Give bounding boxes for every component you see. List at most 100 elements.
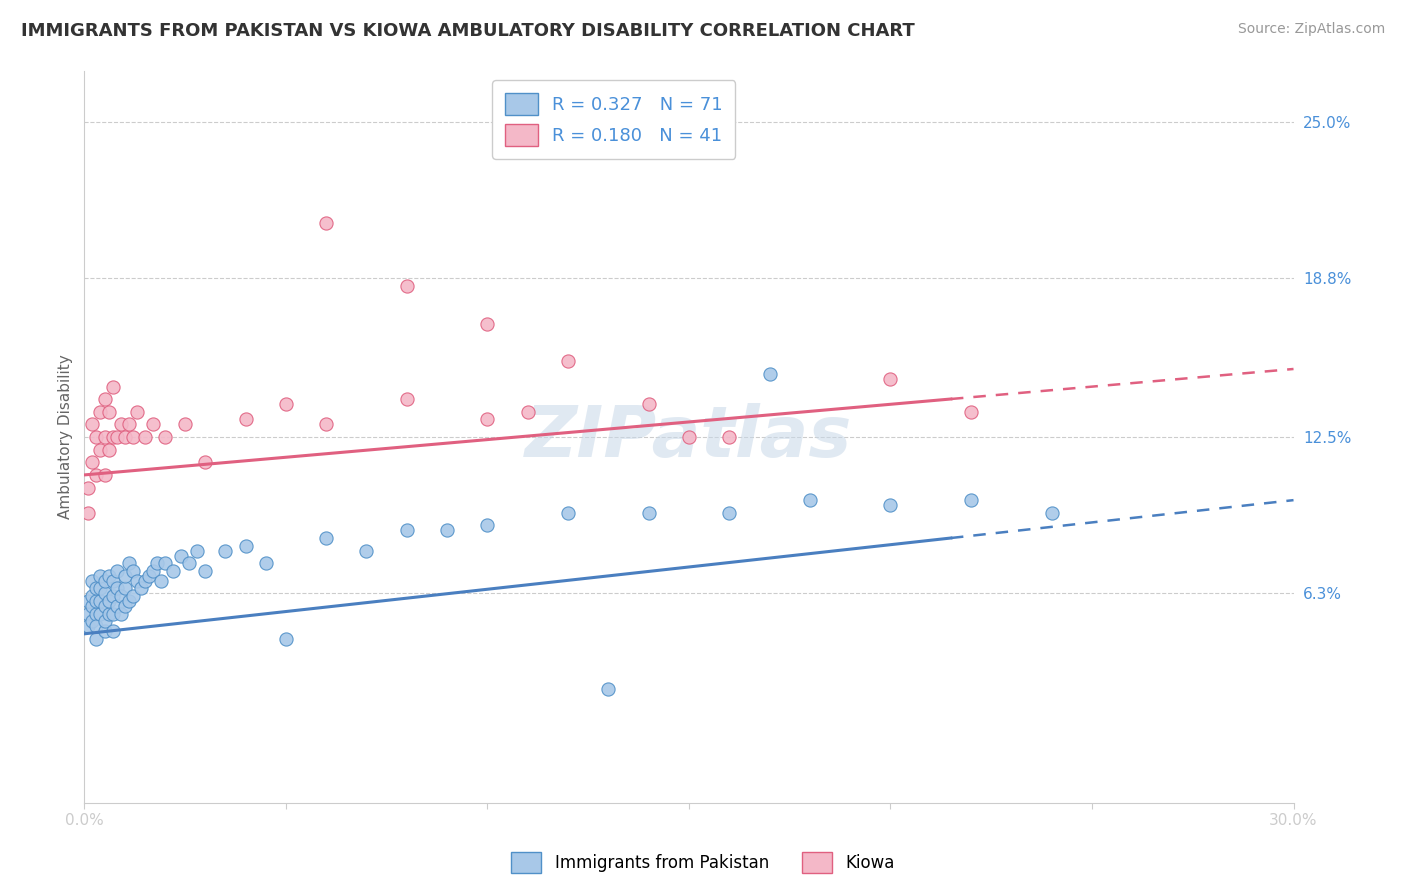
Point — [93, 574, 115, 588]
Point — [194, 564, 217, 578]
Point — [174, 417, 197, 432]
Point — [114, 582, 136, 596]
Point — [86, 632, 108, 646]
Point — [86, 582, 108, 596]
Point — [114, 430, 136, 444]
Point — [149, 574, 172, 588]
Point — [477, 412, 499, 426]
Point — [214, 543, 236, 558]
Point — [101, 379, 124, 393]
Point — [125, 574, 148, 588]
Point — [110, 589, 132, 603]
Point — [97, 442, 120, 457]
Point — [82, 614, 104, 628]
Point — [86, 594, 108, 608]
Point — [153, 556, 176, 570]
Point — [105, 430, 128, 444]
Point — [477, 317, 499, 331]
Point — [315, 531, 337, 545]
Point — [879, 498, 901, 512]
Point — [118, 417, 141, 432]
Point — [138, 569, 160, 583]
Point — [274, 397, 297, 411]
Point — [1040, 506, 1063, 520]
Point — [678, 430, 700, 444]
Point — [101, 624, 124, 639]
Point — [637, 506, 659, 520]
Point — [121, 430, 143, 444]
Point — [93, 392, 115, 407]
Y-axis label: Ambulatory Disability: Ambulatory Disability — [58, 355, 73, 519]
Point — [110, 417, 132, 432]
Point — [89, 442, 111, 457]
Point — [179, 556, 201, 570]
Point — [77, 506, 100, 520]
Point — [86, 430, 108, 444]
Point — [315, 216, 337, 230]
Point — [89, 569, 111, 583]
Point — [110, 607, 132, 621]
Point — [960, 405, 983, 419]
Point — [170, 549, 193, 563]
Point — [146, 556, 169, 570]
Point — [82, 589, 104, 603]
Point — [82, 574, 104, 588]
Point — [477, 518, 499, 533]
Point — [101, 607, 124, 621]
Point — [718, 430, 741, 444]
Point — [516, 405, 538, 419]
Point — [960, 493, 983, 508]
Point — [274, 632, 297, 646]
Point — [395, 392, 418, 407]
Point — [105, 564, 128, 578]
Point — [77, 607, 100, 621]
Point — [93, 624, 115, 639]
Point — [93, 599, 115, 613]
Point — [436, 524, 458, 538]
Point — [315, 417, 337, 432]
Text: IMMIGRANTS FROM PAKISTAN VS KIOWA AMBULATORY DISABILITY CORRELATION CHART: IMMIGRANTS FROM PAKISTAN VS KIOWA AMBULA… — [21, 22, 915, 40]
Point — [105, 599, 128, 613]
Point — [97, 405, 120, 419]
Point — [77, 594, 100, 608]
Point — [121, 589, 143, 603]
Point — [395, 524, 418, 538]
Point — [89, 594, 111, 608]
Point — [101, 589, 124, 603]
Point — [77, 619, 100, 633]
Point — [77, 481, 100, 495]
Point — [557, 354, 579, 368]
Point — [101, 430, 124, 444]
Point — [86, 607, 108, 621]
Point — [356, 543, 378, 558]
Point — [799, 493, 821, 508]
Point — [89, 405, 111, 419]
Point — [142, 564, 165, 578]
Point — [134, 574, 156, 588]
Point — [718, 506, 741, 520]
Point — [82, 417, 104, 432]
Point — [114, 569, 136, 583]
Point — [235, 412, 257, 426]
Point — [395, 278, 418, 293]
Point — [153, 430, 176, 444]
Point — [105, 582, 128, 596]
Point — [637, 397, 659, 411]
Point — [93, 586, 115, 600]
Point — [82, 599, 104, 613]
Point — [93, 467, 115, 482]
Point — [93, 614, 115, 628]
Point — [101, 574, 124, 588]
Point — [93, 430, 115, 444]
Text: ZIPatlas: ZIPatlas — [526, 402, 852, 472]
Point — [114, 599, 136, 613]
Point — [134, 430, 156, 444]
Point — [97, 594, 120, 608]
Point — [194, 455, 217, 469]
Point — [97, 569, 120, 583]
Point — [89, 582, 111, 596]
Point — [162, 564, 184, 578]
Point — [86, 619, 108, 633]
Point — [121, 564, 143, 578]
Point — [97, 607, 120, 621]
